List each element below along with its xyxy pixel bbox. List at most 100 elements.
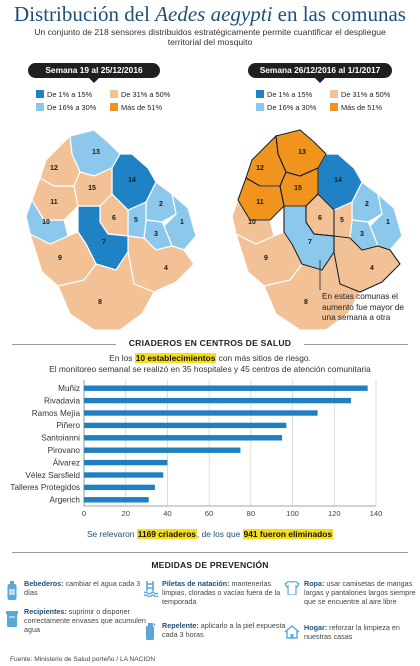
tip-repelente: Repelente: aplicarlo a la piel expuesta …	[144, 621, 290, 640]
x-tick-label: 40	[163, 509, 171, 518]
category-label: Talleres Protegidos	[10, 483, 80, 492]
comuna-outline-6	[305, 193, 335, 237]
bar	[84, 422, 287, 429]
x-tick-label: 100	[286, 509, 299, 518]
x-tick-label: 60	[205, 509, 213, 518]
bar	[84, 484, 155, 491]
lead-line-2: El monitoreo semanal se realizó en 35 ho…	[49, 364, 371, 374]
tip-piletas: Piletas de natación: mantenerlas limpias…	[144, 579, 290, 606]
comuna-label-2: 2	[159, 201, 163, 208]
comuna-label-4: 4	[164, 265, 168, 272]
comuna-label-4: 4	[370, 265, 374, 272]
legend-item: Más de 51%	[110, 103, 162, 112]
category-label: Pirovano	[48, 446, 81, 455]
legend-item: De 16% a 30%	[256, 103, 316, 112]
comuna-label-14: 14	[128, 177, 136, 184]
map-annotation: En estas comunas el aumento fue mayor de…	[322, 292, 404, 322]
tip-recipientes: Recipientes: suprimir o disponer correct…	[6, 607, 150, 634]
comuna-label-10: 10	[248, 219, 256, 226]
divider-right	[304, 344, 408, 345]
clothing-icon	[284, 581, 300, 595]
comuna-label-1: 1	[180, 219, 184, 226]
comunas-maps: 1234567891011121314151234567891011121314…	[25, 129, 403, 331]
comuna-label-5: 5	[340, 217, 344, 224]
bar	[84, 385, 368, 391]
comuna-label-15: 15	[294, 185, 302, 192]
comuna-label-3: 3	[360, 231, 364, 238]
comuna-label-10: 10	[42, 219, 50, 226]
comuna-label-8: 8	[304, 299, 308, 306]
comuna-label-13: 13	[92, 149, 100, 156]
comuna-label-9: 9	[58, 255, 62, 262]
comuna-label-9: 9	[264, 255, 268, 262]
category-label: Ramos Mejía	[32, 409, 81, 418]
category-label: Álvarez	[53, 457, 80, 467]
bar	[84, 397, 351, 404]
comuna-label-12: 12	[256, 165, 264, 172]
bar	[84, 472, 164, 478]
house-icon	[284, 625, 300, 639]
comuna-label-5: 5	[134, 217, 138, 224]
divider-left	[12, 344, 116, 345]
tip-hogar: Hogar: reforzar la limpieza en nuestras …	[284, 623, 420, 642]
tip-bebederos: Bebederos: cambiar el agua cada 3 días	[6, 579, 150, 600]
comuna-outline-4	[333, 235, 401, 293]
highlight-eliminated: 941 fueron eliminados	[242, 529, 334, 539]
repellent-icon	[146, 623, 156, 640]
category-label: Santoianni	[41, 434, 80, 443]
comuna-label-13: 13	[298, 149, 306, 156]
highlight-establishments: 10 establecimientos	[134, 353, 217, 363]
source-credit: Fuente: Ministerio de Salud porteño / LA…	[10, 656, 156, 663]
x-tick-label: 0	[82, 509, 86, 518]
x-tick-label: 20	[121, 509, 129, 518]
lead-line-1: En los 10 establecimientos con más sitio…	[109, 353, 311, 363]
bar	[84, 497, 149, 503]
comuna-label-12: 12	[50, 165, 58, 172]
legend-item: De 31% a 50%	[110, 90, 170, 99]
bar	[84, 410, 318, 416]
highlight-total: 1169 criaderos	[136, 529, 197, 539]
comuna-label-7: 7	[102, 239, 106, 246]
comuna-label-7: 7	[308, 239, 312, 246]
page-title: Distribución del Aedes aegypti en las co…	[14, 2, 406, 26]
category-label: Muñiz	[58, 384, 80, 393]
comuna-label-1: 1	[386, 219, 390, 226]
legend-item: De 31% a 50%	[330, 90, 390, 99]
container-icon	[6, 611, 18, 627]
total-summary: Se relevaron 1169 criaderos, de los que …	[86, 529, 334, 539]
week-label-left: Semana 19 al 25/12/2016	[28, 63, 160, 83]
comuna-label-3: 3	[154, 231, 158, 238]
bar	[84, 435, 283, 441]
comuna-outline-11	[237, 177, 285, 221]
comuna-label-6: 6	[112, 215, 116, 222]
legend-left: De 1% a 15% De 31% a 50% De 16% a 30% Má…	[36, 90, 196, 114]
category-label: Vélez Sarsfield	[25, 471, 80, 480]
week-label-right: Semana 26/12/2016 al 1/1/2017	[248, 63, 392, 83]
measures-divider	[12, 552, 408, 553]
comuna-15	[73, 167, 113, 207]
species-name: Aedes aegypti	[155, 2, 273, 26]
measures-title: MEDIDAS DE PREVENCIÓN	[151, 560, 269, 570]
pool-icon	[144, 581, 158, 597]
comuna-label-14: 14	[334, 177, 342, 184]
comuna-label-15: 15	[88, 185, 96, 192]
water-bottle-icon	[7, 581, 17, 600]
legend-item: De 1% a 15%	[256, 90, 312, 99]
page-subtitle: Un conjunto de 218 sensores distribuidos…	[34, 27, 386, 47]
category-label: Rivadavia	[44, 396, 80, 405]
legend-item: De 1% a 15%	[36, 90, 92, 99]
section-title: CRIADEROS EN CENTROS DE SALUD	[128, 338, 292, 348]
comuna-label-2: 2	[365, 201, 369, 208]
comuna-label-11: 11	[50, 199, 58, 206]
comuna-label-6: 6	[318, 215, 322, 222]
category-label: Piñero	[56, 421, 80, 430]
legend-right: De 1% a 15% De 31% a 50% De 16% a 30% Má…	[256, 90, 416, 114]
x-tick-label: 140	[370, 509, 383, 518]
legend-item: De 16% a 30%	[36, 103, 96, 112]
bar	[84, 447, 241, 453]
x-tick-label: 80	[247, 509, 255, 518]
tip-ropa: Ropa: usar camisetas de mangas largas y …	[284, 579, 420, 606]
bar	[84, 459, 168, 466]
